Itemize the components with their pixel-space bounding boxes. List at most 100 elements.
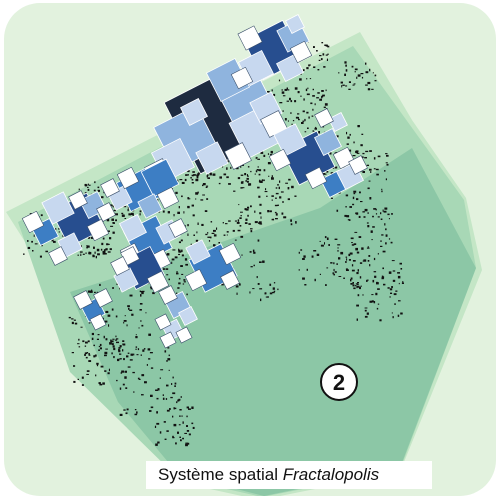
building [240, 181, 244, 184]
building [277, 288, 279, 291]
building [365, 150, 369, 153]
building [395, 290, 398, 292]
building [167, 347, 170, 349]
building [232, 229, 235, 232]
building [124, 376, 127, 379]
building [337, 250, 339, 252]
building [185, 443, 188, 447]
building [345, 69, 348, 72]
building [286, 100, 289, 102]
building [312, 95, 315, 97]
building [279, 196, 282, 199]
building [93, 246, 95, 249]
building [284, 118, 287, 121]
building [139, 210, 142, 213]
building [247, 166, 250, 168]
building [103, 191, 105, 194]
building [246, 180, 249, 183]
building [300, 95, 302, 97]
building [115, 315, 118, 318]
building [346, 269, 349, 271]
building [319, 98, 322, 101]
building [240, 211, 243, 213]
building [141, 394, 144, 396]
building [51, 239, 54, 242]
building [86, 352, 89, 354]
building [166, 409, 170, 412]
building [184, 258, 188, 261]
map-panel: 2 [4, 3, 496, 496]
building [306, 78, 308, 80]
building [143, 348, 146, 350]
building [271, 177, 273, 180]
building [380, 245, 383, 247]
fractal-square [73, 290, 93, 310]
building [205, 186, 208, 188]
building [234, 239, 237, 241]
building [349, 252, 353, 255]
building [325, 89, 327, 92]
building [284, 88, 288, 91]
building [167, 211, 170, 214]
building [121, 371, 125, 373]
building [313, 66, 316, 68]
building [282, 95, 286, 97]
building [178, 241, 181, 244]
building [97, 189, 100, 192]
building [192, 214, 195, 217]
building [98, 382, 101, 384]
building [372, 279, 375, 283]
building [178, 251, 182, 253]
building [389, 296, 391, 298]
building [354, 71, 356, 73]
building [122, 349, 124, 352]
building [155, 389, 158, 391]
building [106, 218, 110, 222]
building [168, 354, 170, 357]
building [304, 131, 307, 133]
building [308, 65, 310, 67]
building [187, 233, 189, 236]
building [186, 430, 190, 432]
building [369, 150, 372, 152]
building [115, 338, 119, 340]
building [373, 271, 377, 273]
building [190, 243, 192, 246]
building [188, 408, 191, 410]
building [97, 253, 100, 256]
building [324, 44, 327, 46]
building [87, 340, 90, 343]
building [270, 150, 273, 154]
building [352, 282, 354, 284]
building [362, 260, 364, 262]
building [351, 65, 354, 68]
building [84, 345, 87, 347]
building [94, 291, 96, 293]
fractal-square [180, 98, 208, 126]
building [176, 272, 179, 275]
building [346, 215, 350, 218]
building [139, 290, 142, 293]
building [247, 206, 250, 209]
building [380, 218, 383, 220]
building [290, 100, 293, 103]
building [184, 432, 187, 434]
building [122, 343, 126, 346]
building [180, 396, 182, 398]
building [292, 120, 295, 122]
building [258, 221, 262, 224]
building [342, 84, 345, 86]
building [387, 213, 390, 216]
building [88, 353, 90, 356]
building [237, 219, 240, 222]
building [249, 291, 251, 294]
building [325, 284, 327, 286]
building [40, 214, 43, 217]
building [385, 162, 388, 164]
fractal-square [89, 313, 107, 331]
fractal-square [154, 313, 172, 331]
building [250, 228, 253, 230]
building [300, 249, 303, 251]
building [118, 347, 121, 349]
building [178, 424, 181, 426]
